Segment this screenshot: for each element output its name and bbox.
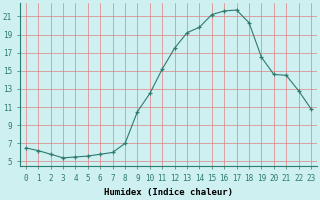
X-axis label: Humidex (Indice chaleur): Humidex (Indice chaleur) [104, 188, 233, 197]
